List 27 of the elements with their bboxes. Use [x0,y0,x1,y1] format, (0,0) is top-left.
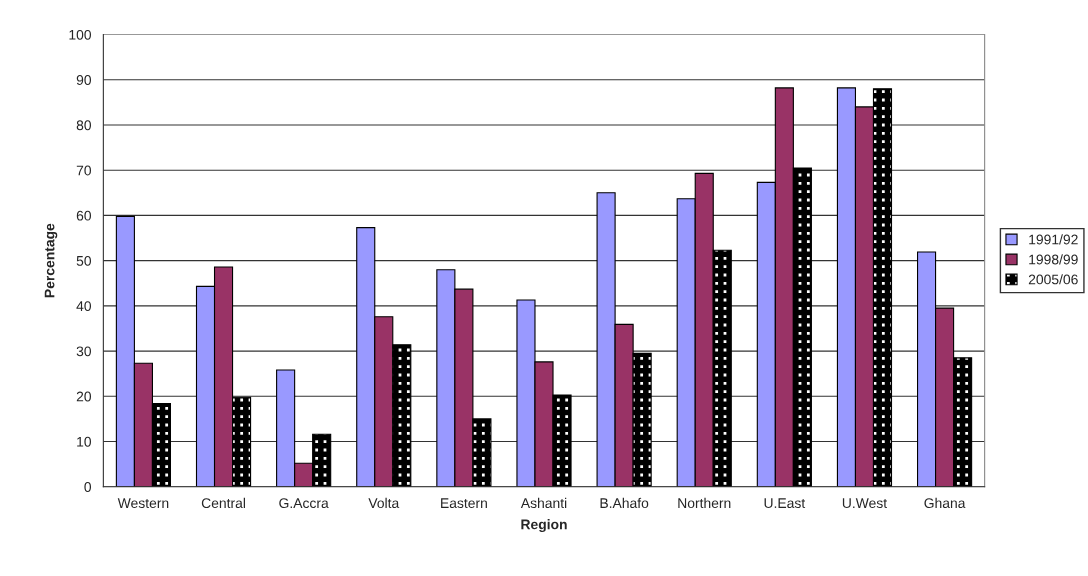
y-tick-label: 80 [76,120,92,131]
legend-label: 2005/06 [1028,274,1078,285]
y-tick-label: 50 [76,255,92,266]
y-tick-label: 20 [76,391,92,402]
x-tick-label: Western [117,498,169,509]
x-tick-label: Ghana [924,497,966,509]
x-tick-label: Eastern [441,498,487,509]
x-tick-label: G.Accra [279,498,329,509]
y-tick-label: 30 [76,346,92,357]
x-tick-label: Ashanti [520,497,567,509]
x-tick-label: Central [201,497,245,509]
legend-label: 1991/92 [1029,234,1078,245]
x-tick-label: U.West [842,498,887,509]
legend-label: 1998/99 [1029,254,1078,265]
x-tick-label: U.East [764,498,806,509]
x-tick-label: Northern [678,497,731,509]
y-tick-label: 10 [77,436,92,447]
y-axis-title: Percentage [44,223,58,298]
x-tick-label: Volta [368,497,400,509]
y-tick-label: 70 [76,165,92,176]
x-tick-label: B.Ahafo [600,497,649,509]
y-tick-label: 40 [76,301,92,312]
y-tick-label: 0 [84,482,92,492]
y-tick-label: 100 [69,29,92,40]
y-tick-label: 90 [76,75,92,85]
x-axis-title: Region [521,519,567,533]
y-tick-label: 60 [76,210,92,221]
